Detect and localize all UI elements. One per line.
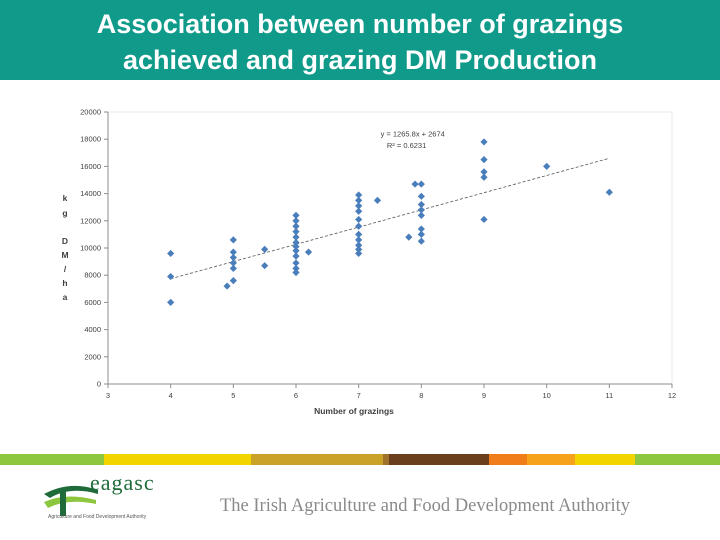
footer-stripe-segment: [389, 454, 489, 465]
x-tick-label: 10: [542, 391, 550, 400]
data-point: [355, 215, 363, 224]
data-point: [355, 249, 363, 258]
data-point: [167, 298, 175, 306]
data-point: [355, 236, 363, 244]
x-tick-label: 9: [482, 391, 486, 400]
trendline-r-squared: R² = 0.6231: [387, 141, 426, 150]
data-point: [480, 215, 488, 224]
y-axis-label-char: h: [62, 278, 67, 288]
x-tick-label: 7: [357, 391, 361, 400]
footer-stripe-segment: [383, 454, 389, 465]
data-point: [480, 138, 488, 146]
y-tick-label: 2000: [84, 352, 101, 361]
data-point: [292, 238, 300, 247]
y-tick-label: 6000: [84, 298, 101, 307]
footer-stripe-segment: [635, 454, 720, 465]
y-axis-label-char: /: [64, 264, 67, 274]
x-tick-label: 6: [294, 391, 298, 400]
y-tick-label: 4000: [84, 325, 101, 334]
y-axis-label-char: a: [63, 292, 68, 302]
data-point: [355, 191, 363, 199]
title-banner: Association between number of grazings a…: [0, 0, 720, 80]
y-tick-label: 18000: [80, 135, 101, 144]
data-point: [355, 202, 363, 210]
data-point: [417, 230, 425, 238]
data-point: [480, 156, 488, 164]
trendline: [170, 158, 609, 280]
footer-stripe-segment: [251, 454, 383, 465]
y-axis-label-char: k: [63, 193, 68, 203]
data-point: [292, 217, 300, 225]
scatter-chart: 0 2000 4000 6000 8000 10000 12000 14000 16000 180…: [61, 108, 676, 417]
y-axis-label-char: g: [62, 208, 67, 218]
x-tick-label: 8: [419, 391, 423, 400]
footer-tagline: The Irish Agriculture and Food Developme…: [220, 496, 631, 516]
y-tick-label: 8000: [84, 271, 101, 280]
data-point: [355, 245, 363, 253]
slide-title-line-1: Association between number of grazings: [96, 9, 624, 39]
footer-stripe-segment: [0, 454, 104, 465]
data-point: [292, 222, 300, 230]
footer-stripe-segment: [489, 454, 527, 465]
teagasc-logo: eagasc Agriculture and Food Development …: [40, 470, 170, 524]
data-point: [373, 196, 382, 204]
data-point: [261, 262, 269, 270]
data-point: [292, 247, 300, 255]
data-point: [292, 243, 300, 251]
data-point: [355, 241, 363, 249]
data-point: [417, 200, 425, 209]
x-tick-label: 3: [106, 391, 110, 400]
footer-stripe-segment: [527, 454, 575, 465]
logo-swoosh-icon: [44, 485, 98, 516]
data-point: [292, 233, 300, 241]
slide-title: Association between number of grazings a…: [0, 6, 720, 78]
data-point: [229, 277, 237, 285]
y-tick-label: 16000: [80, 162, 101, 171]
data-point: [229, 236, 237, 244]
footer-stripe-segment: [575, 454, 635, 465]
data-point: [605, 188, 613, 196]
x-tick-label: 4: [169, 391, 173, 400]
data-point: [355, 230, 363, 238]
logo-wordmark: eagasc: [90, 470, 155, 495]
logo-subtext: Agriculture and Food Development Authori…: [48, 514, 147, 520]
data-point: [355, 222, 363, 230]
y-axis-label-char: M: [61, 250, 68, 260]
y-tick-label: 10000: [80, 244, 101, 253]
data-point: [405, 233, 413, 241]
trendline-equation: y = 1265.8x + 2674: [381, 129, 445, 138]
plot-area-border: [107, 111, 673, 385]
y-tick-label: 14000: [80, 189, 101, 198]
x-tick-label: 12: [668, 391, 676, 400]
data-point: [417, 180, 425, 188]
data-point: [480, 168, 488, 176]
x-tick-label: 5: [231, 391, 235, 400]
data-point: [417, 192, 425, 200]
data-point: [417, 237, 425, 245]
y-tick-label: 12000: [80, 216, 101, 225]
data-point: [167, 249, 175, 258]
data-point: [355, 196, 363, 204]
data-point: [411, 180, 419, 188]
data-point: [304, 248, 313, 256]
data-point: [417, 225, 425, 233]
data-point: [292, 259, 300, 267]
y-tick-label: 0: [97, 380, 101, 389]
data-point: [543, 162, 551, 170]
data-point: [223, 282, 231, 290]
x-axis-label: Number of grazings: [314, 406, 394, 416]
footer-stripe-segment: [104, 454, 252, 465]
slide-title-line-2: achieved and grazing DM Production: [122, 45, 598, 75]
data-point: [167, 272, 175, 281]
data-point: [229, 248, 237, 256]
y-axis-label-char: D: [62, 236, 68, 246]
data-point: [480, 173, 488, 181]
y-tick-label: 20000: [80, 108, 101, 117]
data-point: [355, 207, 363, 215]
data-point: [292, 211, 300, 219]
x-tick-label: 11: [605, 391, 613, 400]
data-point: [292, 228, 300, 236]
